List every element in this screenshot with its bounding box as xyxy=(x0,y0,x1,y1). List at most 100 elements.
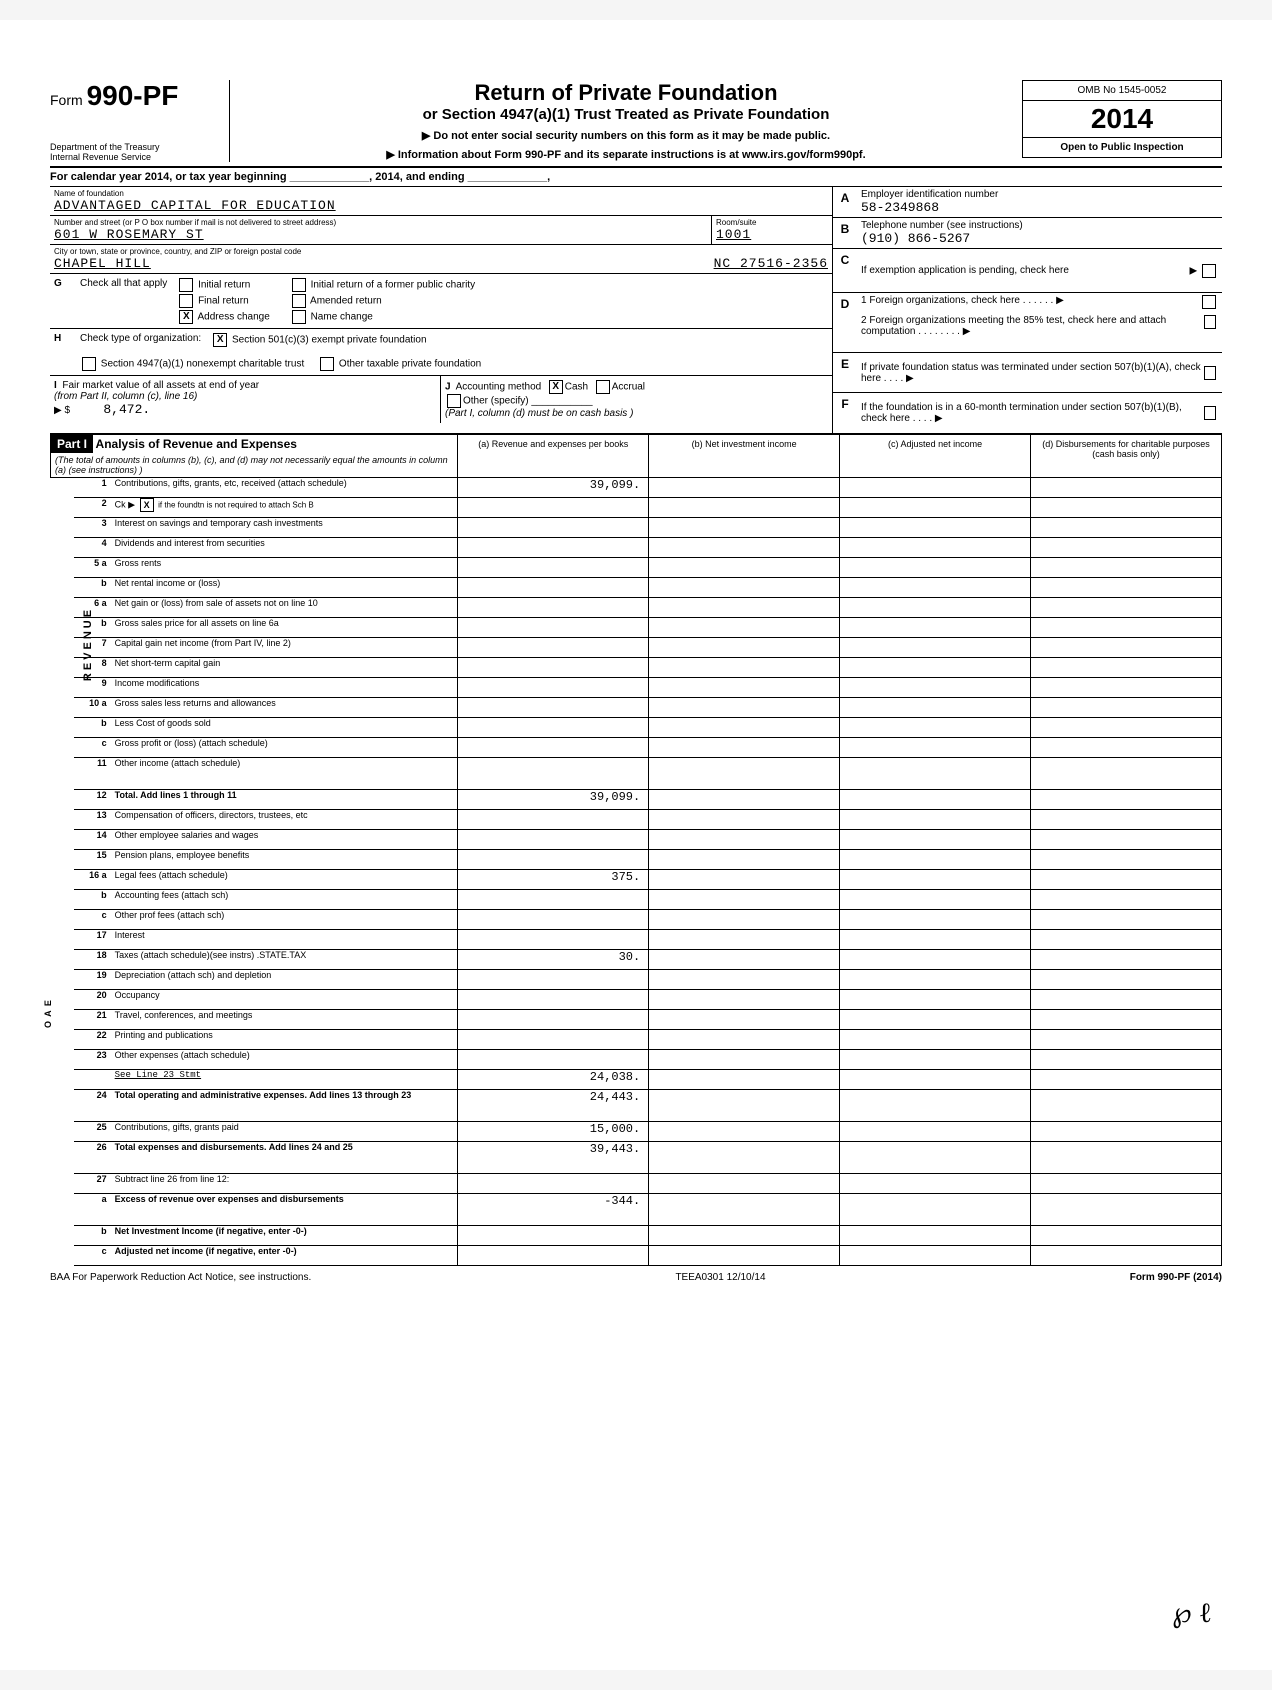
phone-row: B Telephone number (see instructions) (9… xyxy=(833,218,1222,249)
form-note2: ▶ Information about Form 990-PF and its … xyxy=(250,148,1002,161)
j-note: (Part I, column (d) must be on cash basi… xyxy=(445,408,633,419)
form-code: 990-PF xyxy=(87,80,179,111)
line-23s-a: 24,038. xyxy=(458,1070,649,1090)
entity-right: A Employer identification number 58-2349… xyxy=(832,187,1222,433)
footer-right: Form 990-PF (2014) xyxy=(1130,1272,1222,1283)
h-opt-4947[interactable] xyxy=(82,357,96,371)
phone-label: Telephone number (see instructions) xyxy=(861,220,1218,231)
part1-header-cell: Part I Analysis of Revenue and Expenses … xyxy=(51,435,458,478)
ein-value: 58-2349868 xyxy=(861,200,1218,215)
footer-left: BAA For Paperwork Reduction Act Notice, … xyxy=(50,1272,311,1283)
street-row: Number and street (or P O box number if … xyxy=(50,216,832,245)
omb-number: OMB No 1545-0052 xyxy=(1022,80,1222,101)
h-opt-other[interactable] xyxy=(320,357,334,371)
e-text: If private foundation status was termina… xyxy=(861,362,1202,384)
page-footer: BAA For Paperwork Reduction Act Notice, … xyxy=(50,1272,1222,1283)
j-accrual[interactable] xyxy=(596,380,610,394)
j-cash[interactable]: X xyxy=(549,380,563,394)
section-h: H Check type of organization: X Section … xyxy=(50,329,832,376)
col-a-header: (a) Revenue and expenses per books xyxy=(458,435,649,478)
title-block: Return of Private Foundation or Section … xyxy=(230,80,1022,161)
line-5a: Gross rents xyxy=(111,558,458,578)
form-990pf-page: Form 990-PF Department of the Treasury I… xyxy=(0,20,1272,1670)
line-13: Compensation of officers, directors, tru… xyxy=(111,810,458,830)
i-value: 8,472. xyxy=(103,402,150,417)
c-letter: C xyxy=(833,249,857,292)
state-zip: NC 27516-2356 xyxy=(714,256,828,271)
c-text: If exemption application is pending, che… xyxy=(861,265,1069,276)
line-16a: Legal fees (attach schedule) xyxy=(111,870,458,890)
line-6a: Net gain or (loss) from sale of assets n… xyxy=(111,598,458,618)
line-26: Total expenses and disbursements. Add li… xyxy=(111,1142,458,1174)
section-ij: I Fair market value of all assets at end… xyxy=(50,376,832,423)
f-text: If the foundation is in a 60-month termi… xyxy=(861,402,1202,424)
line-27a: Excess of revenue over expenses and disb… xyxy=(111,1194,458,1226)
col-b-header: (b) Net investment income xyxy=(649,435,840,478)
room-value: 1001 xyxy=(716,227,828,242)
line-9: Income modifications xyxy=(111,678,458,698)
line-6b: Gross sales price for all assets on line… xyxy=(111,618,458,638)
section-j: J Accounting method XCash Accrual Other … xyxy=(441,376,832,423)
line-14: Other employee salaries and wages xyxy=(111,830,458,850)
i-label: Fair market value of all assets at end o… xyxy=(62,380,259,391)
line-27b: Net Investment Income (if negative, ente… xyxy=(111,1226,458,1246)
tax-year: 2014 xyxy=(1022,101,1222,138)
g-opt-final[interactable] xyxy=(179,294,193,308)
h-opt-501c3[interactable]: X xyxy=(213,333,227,347)
entity-left: Name of foundation ADVANTAGED CAPITAL FO… xyxy=(50,187,832,433)
g-opt-address[interactable]: X xyxy=(179,310,193,324)
line-24: Total operating and administrative expen… xyxy=(111,1090,458,1122)
line-27: Subtract line 26 from line 12: xyxy=(111,1174,458,1194)
phone-value: (910) 866-5267 xyxy=(861,231,1218,246)
part1-title: Analysis of Revenue and Expenses xyxy=(96,437,297,451)
f-check[interactable] xyxy=(1204,406,1216,420)
form-note1: ▶ Do not enter social security numbers o… xyxy=(250,129,1002,142)
line-26-a: 39,443. xyxy=(458,1142,649,1174)
form-subtitle: or Section 4947(a)(1) Trust Treated as P… xyxy=(250,106,1002,123)
line-4: Dividends and interest from securities xyxy=(111,538,458,558)
section-e: E If private foundation status was termi… xyxy=(833,353,1222,393)
line-23-stmt: See Line 23 Stmt xyxy=(111,1070,458,1090)
dept-treasury: Department of the Treasury xyxy=(50,142,221,152)
g-opt-initial[interactable] xyxy=(179,278,193,292)
ein-letter: A xyxy=(833,187,857,217)
i-sub: (from Part II, column (c), line 16) xyxy=(54,391,197,402)
form-number: Form 990-PF xyxy=(50,80,221,112)
line-17: Interest xyxy=(111,930,458,950)
line-18-a: 30. xyxy=(458,950,649,970)
street-value: 601 W ROSEMARY ST xyxy=(54,227,707,242)
open-inspection: Open to Public Inspection xyxy=(1022,138,1222,158)
e-check[interactable] xyxy=(1204,366,1216,380)
line-16c: Other prof fees (attach sch) xyxy=(111,910,458,930)
g-opt-amended[interactable] xyxy=(292,294,306,308)
ein-label: Employer identification number xyxy=(861,189,1218,200)
foundation-name-cell: Name of foundation ADVANTAGED CAPITAL FO… xyxy=(50,187,832,216)
section-c: C If exemption application is pending, c… xyxy=(833,249,1222,293)
section-g: G Check all that apply Initial return In… xyxy=(50,274,832,329)
name-label: Name of foundation xyxy=(54,189,828,198)
d1-check[interactable] xyxy=(1202,295,1216,309)
city-value: CHAPEL HILL xyxy=(54,256,151,271)
street-label: Number and street (or P O box number if … xyxy=(54,218,707,227)
line-25: Contributions, gifts, grants paid xyxy=(111,1122,458,1142)
line-2-check[interactable]: X xyxy=(140,498,154,512)
omb-block: OMB No 1545-0052 2014 Open to Public Ins… xyxy=(1022,80,1222,158)
g-label: Check all that apply xyxy=(80,278,167,324)
g-opt-former[interactable] xyxy=(292,278,306,292)
h-letter: H xyxy=(54,333,70,347)
calendar-year-line: For calendar year 2014, or tax year begi… xyxy=(50,168,1222,187)
room-label: Room/suite xyxy=(716,218,828,227)
d-letter: D xyxy=(833,293,857,352)
c-check[interactable] xyxy=(1202,264,1216,278)
i-letter: I xyxy=(54,380,57,391)
entity-info-grid: Name of foundation ADVANTAGED CAPITAL FO… xyxy=(50,187,1222,434)
j-label: Accounting method xyxy=(456,382,542,393)
city-cell: City or town, state or province, country… xyxy=(50,245,832,274)
j-other[interactable] xyxy=(447,394,461,408)
handwritten-initials: ℘ ℓ xyxy=(1172,1596,1212,1630)
g-opt-namechg[interactable] xyxy=(292,310,306,324)
d2-check[interactable] xyxy=(1204,315,1216,329)
col-d-header: (d) Disbursements for charitable purpose… xyxy=(1031,435,1222,478)
e-letter: E xyxy=(833,353,857,392)
form-prefix: Form xyxy=(50,92,83,108)
